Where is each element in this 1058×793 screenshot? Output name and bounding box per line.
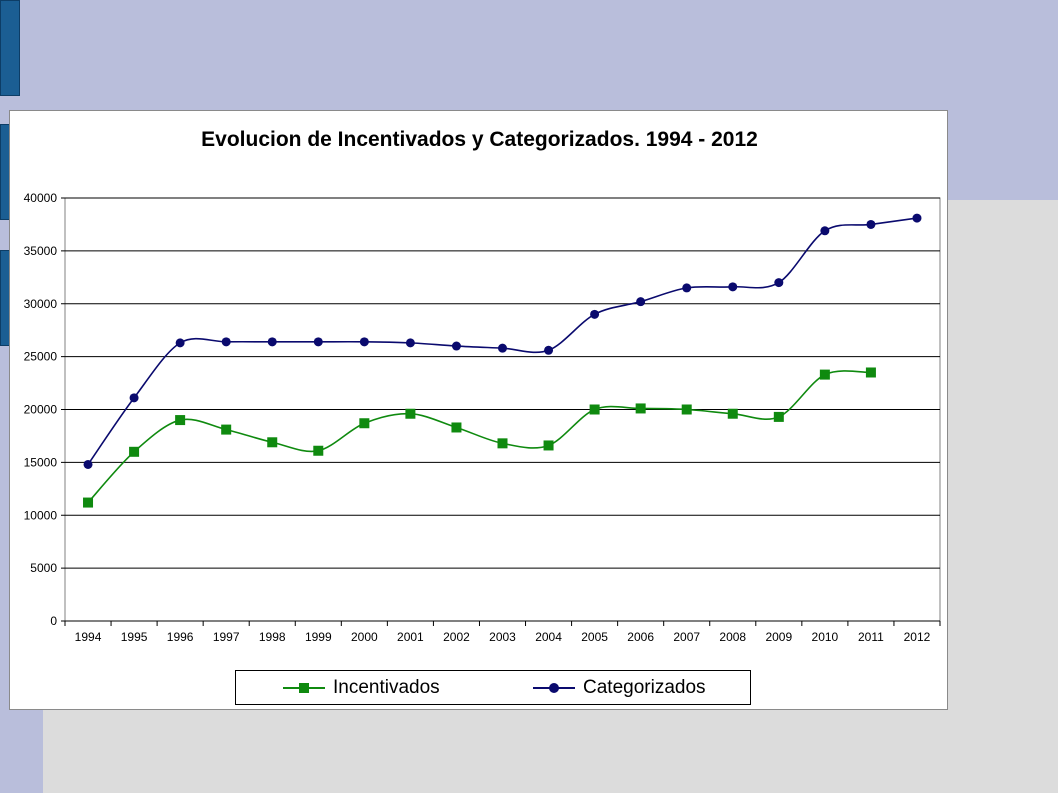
data-point-categorizados bbox=[313, 337, 323, 347]
slide-tab-1 bbox=[0, 0, 20, 96]
data-point-categorizados bbox=[267, 337, 277, 347]
data-point-incentivados bbox=[405, 408, 416, 419]
y-tick-label: 5000 bbox=[30, 561, 57, 575]
chart-legend: Incentivados Categorizados bbox=[235, 670, 751, 705]
data-point-categorizados bbox=[728, 282, 738, 292]
line-chart: 0 5000 10000 15000 20000 25000 30000 35000 40000… bbox=[24, 191, 941, 644]
data-point-incentivados bbox=[359, 418, 370, 429]
x-tick-label: 2001 bbox=[397, 630, 424, 644]
x-tick-label: 1999 bbox=[305, 630, 332, 644]
data-point-incentivados bbox=[221, 424, 232, 435]
data-point-categorizados bbox=[83, 459, 93, 469]
x-tick-label: 2012 bbox=[904, 630, 931, 644]
data-point-categorizados bbox=[636, 297, 646, 307]
data-point-categorizados bbox=[498, 343, 507, 353]
data-point-incentivados bbox=[819, 369, 830, 380]
x-tick-label: 2000 bbox=[351, 630, 378, 644]
y-tick-label: 10000 bbox=[24, 508, 58, 522]
data-point-incentivados bbox=[589, 404, 600, 415]
x-tick-label: 2011 bbox=[858, 630, 884, 644]
data-point-categorizados bbox=[221, 337, 231, 347]
y-tick-label: 15000 bbox=[24, 455, 58, 469]
data-point-categorizados bbox=[129, 393, 139, 403]
data-point-categorizados bbox=[590, 309, 600, 319]
legend-label-categorizados: Categorizados bbox=[583, 676, 706, 698]
y-tick-label: 0 bbox=[50, 614, 57, 628]
data-point-incentivados bbox=[83, 497, 94, 508]
data-point-categorizados bbox=[359, 337, 369, 347]
x-tick-label: 2004 bbox=[535, 630, 562, 644]
data-point-categorizados bbox=[912, 213, 922, 223]
data-point-categorizados bbox=[820, 226, 830, 236]
data-point-categorizados bbox=[451, 341, 461, 351]
data-point-incentivados bbox=[497, 438, 508, 449]
x-tick-label: 1997 bbox=[213, 630, 240, 644]
legend-item-categorizados: Categorizados bbox=[531, 671, 706, 704]
series-line-incentivados bbox=[87, 370, 871, 504]
data-point-incentivados bbox=[543, 440, 554, 451]
data-point-categorizados bbox=[774, 278, 784, 288]
y-tick-label: 35000 bbox=[24, 244, 58, 258]
legend-label-incentivados: Incentivados bbox=[333, 676, 440, 698]
data-point-categorizados bbox=[405, 338, 415, 348]
legend-swatch-square-icon bbox=[283, 682, 325, 693]
data-point-incentivados bbox=[635, 403, 646, 414]
legend-item-incentivados: Incentivados bbox=[281, 671, 440, 704]
data-point-categorizados bbox=[866, 219, 876, 229]
y-tick-label: 30000 bbox=[24, 297, 58, 311]
x-tick-label: 1998 bbox=[259, 630, 286, 644]
x-tick-label: 2010 bbox=[812, 630, 839, 644]
x-tick-label: 2009 bbox=[765, 630, 792, 644]
x-tick-label: 1994 bbox=[75, 630, 102, 644]
x-tick-label: 2002 bbox=[443, 630, 470, 644]
data-point-categorizados bbox=[682, 283, 692, 293]
data-point-incentivados bbox=[865, 367, 876, 378]
y-tick-label: 40000 bbox=[24, 191, 58, 205]
data-point-incentivados bbox=[313, 445, 324, 456]
data-point-categorizados bbox=[175, 338, 185, 348]
x-tick-label: 2008 bbox=[719, 630, 746, 644]
y-tick-label: 25000 bbox=[24, 350, 58, 364]
data-point-incentivados bbox=[129, 446, 140, 457]
x-tick-label: 2005 bbox=[581, 630, 608, 644]
chart-title: Evolucion de Incentivados y Categorizado… bbox=[201, 128, 758, 151]
data-point-categorizados bbox=[544, 345, 554, 355]
data-point-incentivados bbox=[773, 411, 784, 422]
x-tick-label: 2006 bbox=[627, 630, 654, 644]
x-tick-label: 2003 bbox=[489, 630, 516, 644]
data-point-incentivados bbox=[681, 404, 692, 415]
legend-swatch-circle-icon bbox=[533, 682, 575, 693]
x-tick-label: 2007 bbox=[673, 630, 700, 644]
data-point-incentivados bbox=[175, 415, 186, 426]
chart-container: Evolucion de Incentivados y Categorizado… bbox=[9, 110, 948, 710]
y-tick-label: 20000 bbox=[24, 403, 58, 417]
data-point-incentivados bbox=[267, 437, 278, 448]
x-tick-label: 1995 bbox=[121, 630, 148, 644]
data-point-incentivados bbox=[727, 408, 738, 419]
data-point-incentivados bbox=[451, 422, 462, 433]
x-tick-label: 1996 bbox=[167, 630, 194, 644]
